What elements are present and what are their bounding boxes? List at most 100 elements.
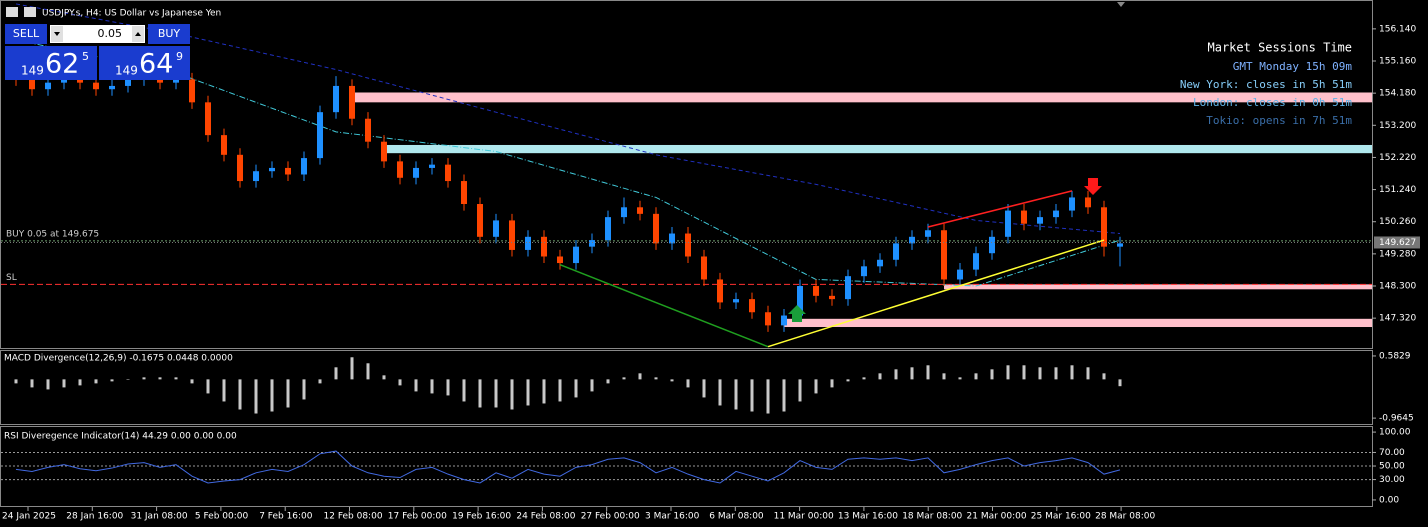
histogram-bar: [382, 375, 386, 380]
candle-body: [845, 276, 851, 300]
histogram-bar: [990, 369, 994, 380]
x-tick-label: 25 Mar 16:00: [1031, 512, 1091, 522]
candle-body: [173, 79, 179, 83]
candle-body: [365, 118, 371, 142]
x-tick-label: 27 Feb 00:00: [581, 512, 640, 522]
histogram-bar: [478, 379, 482, 408]
x-tick-label: 5 Feb 00:00: [195, 512, 249, 522]
histogram-bar: [942, 373, 946, 380]
candle-body: [1053, 210, 1059, 218]
histogram-bar: [510, 379, 514, 410]
histogram-bar: [862, 377, 866, 380]
plot-layer: 156.140 155.160 154.180 153.200 152.220 151.2…: [1, 3, 1420, 522]
candle-body: [333, 85, 339, 113]
histogram-bar: [222, 379, 226, 402]
x-tick-label: 28 Jan 16:00: [66, 512, 123, 522]
histogram-bar: [590, 379, 594, 392]
lot-input[interactable]: [50, 25, 145, 43]
zone: [384, 144, 1372, 154]
sessions-title: Market Sessions Time: [1208, 41, 1353, 55]
candle-body: [1085, 197, 1091, 208]
rsi-line: [15, 450, 1121, 484]
histogram-bar: [798, 379, 802, 402]
y-tick-label: 151.240: [1379, 185, 1416, 195]
candle-body: [989, 236, 995, 254]
trendline: [767, 239, 1105, 348]
candle-body: [493, 220, 499, 237]
menu-icon[interactable]: [6, 7, 18, 17]
shift-marker: [1117, 2, 1125, 7]
candle-body: [557, 256, 563, 264]
histogram-bar: [638, 373, 642, 380]
candle-body: [525, 236, 531, 250]
histogram-bar: [174, 377, 178, 380]
trendline: [559, 263, 769, 348]
candle-body: [205, 102, 211, 136]
histogram-bar: [1102, 373, 1106, 380]
y-tick-label: 150.260: [1379, 217, 1416, 227]
histogram-bar: [14, 379, 18, 384]
ask-frac: 9: [176, 50, 183, 63]
histogram-bar: [1086, 367, 1090, 380]
histogram-bar: [1054, 367, 1058, 380]
histogram-bar: [350, 357, 354, 380]
histogram-bar: [462, 379, 466, 402]
histogram-bar: [1006, 365, 1010, 380]
histogram-bar: [1022, 365, 1026, 380]
histogram-bar: [30, 379, 34, 388]
candle-body: [269, 167, 275, 172]
histogram-bar: [558, 379, 562, 402]
candle-body: [797, 286, 803, 316]
histogram-bar: [254, 379, 258, 414]
x-tick-label: 28 Mar 08:00: [1095, 512, 1155, 522]
sell-label: SELL: [13, 27, 40, 40]
candle-body: [1037, 217, 1043, 224]
histogram-bar: [110, 379, 114, 382]
candle-body: [765, 312, 771, 326]
session-line: London: closes in 0h 51m: [1193, 96, 1352, 109]
x-tick-label: 13 Mar 16:00: [838, 512, 898, 522]
histogram-bar: [46, 379, 50, 390]
session-line: Tokio: opens in 7h 51m: [1206, 114, 1352, 127]
x-tick-label: 7 Feb 16:00: [259, 512, 313, 522]
y-tick-label: 156.140: [1379, 24, 1416, 34]
candle-body: [573, 246, 579, 264]
candle-body: [701, 256, 707, 280]
y-tick-label: 0.5829: [1379, 351, 1411, 361]
candle-body: [413, 167, 419, 178]
histogram-bar: [974, 373, 978, 380]
histogram-bar: [766, 379, 770, 414]
candle-body: [813, 286, 819, 296]
histogram-bar: [334, 367, 338, 380]
histogram-bar: [782, 379, 786, 412]
y-tick-label: 147.320: [1379, 314, 1416, 324]
histogram-bar: [542, 379, 546, 404]
candle-body: [29, 79, 35, 90]
histogram-bar: [270, 379, 274, 412]
candle-body: [957, 269, 963, 280]
candle-body: [109, 85, 115, 90]
histogram-bar: [446, 379, 450, 396]
y-tick-label: 152.220: [1379, 153, 1416, 163]
ask-box[interactable]: [99, 46, 190, 80]
x-tick-label: 31 Jan 08:00: [131, 512, 188, 522]
up-arrow: [135, 32, 141, 36]
x-tick-label: 3 Mar 16:00: [645, 512, 700, 522]
candle-body: [781, 315, 787, 326]
moving-average: [15, 3, 1121, 235]
candle-body: [1069, 197, 1075, 211]
histogram-bar: [894, 369, 898, 380]
candle-body: [397, 161, 403, 178]
y-tick-label: 100.00: [1379, 428, 1411, 438]
chart-icon[interactable]: [24, 7, 36, 17]
histogram-bar: [750, 379, 754, 412]
y-tick-label: -0.9645: [1379, 414, 1414, 424]
moving-average: [15, 39, 1121, 287]
candle-body: [925, 230, 931, 237]
sell-button[interactable]: [5, 24, 47, 44]
buy-button[interactable]: [148, 24, 190, 44]
histogram-bar: [718, 379, 722, 406]
bid-box[interactable]: [5, 46, 97, 80]
candle-body: [237, 154, 243, 182]
